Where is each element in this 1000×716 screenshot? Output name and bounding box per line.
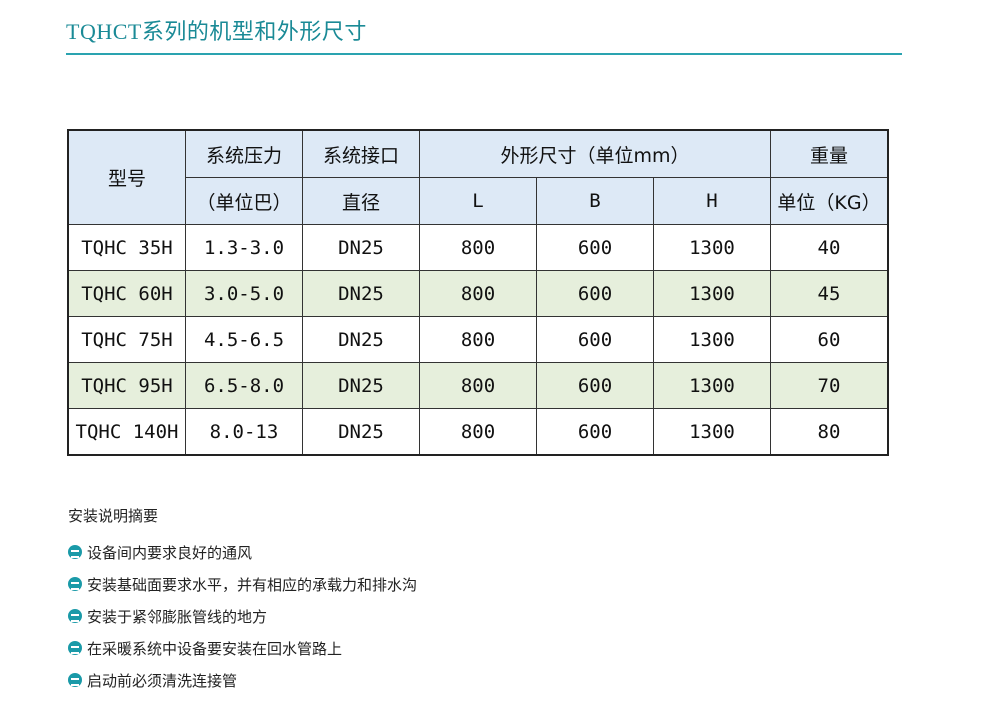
header-dimensions: 外形尺寸（单位mm） bbox=[419, 129, 771, 178]
header-weight: 重量 bbox=[770, 129, 889, 178]
table-cell: TQHC 75H bbox=[67, 316, 186, 363]
note-item: 在采暖系统中设备要安装在回水管路上 bbox=[68, 632, 417, 664]
table-row: TQHC 140H 8.0-13 DN25 800 600 1300 80 bbox=[67, 408, 889, 456]
table-cell: 600 bbox=[536, 408, 654, 456]
table-cell: 800 bbox=[419, 362, 537, 409]
table-row: TQHC 75H 4.5-6.5 DN25 800 600 1300 60 bbox=[67, 316, 889, 363]
header-port-diameter: 直径 bbox=[302, 177, 420, 225]
table-cell: 800 bbox=[419, 408, 537, 456]
table-cell: 600 bbox=[536, 362, 654, 409]
table-cell: 1300 bbox=[653, 316, 771, 363]
table-cell: 600 bbox=[536, 224, 654, 271]
table-cell: DN25 bbox=[302, 316, 420, 363]
bullet-logo-icon bbox=[68, 545, 82, 559]
table-cell: 1300 bbox=[653, 362, 771, 409]
table-cell: 4.5-6.5 bbox=[185, 316, 303, 363]
table-row: TQHC 95H 6.5-8.0 DN25 800 600 1300 70 bbox=[67, 362, 889, 409]
note-text: 设备间内要求良好的通风 bbox=[87, 543, 253, 562]
table-cell: 1300 bbox=[653, 408, 771, 456]
title-divider bbox=[66, 53, 902, 55]
table-row: TQHC 60H 3.0-5.0 DN25 800 600 1300 45 bbox=[67, 270, 889, 317]
header-model: 型号 bbox=[67, 129, 186, 225]
header-weight-unit: 单位（KG） bbox=[770, 177, 889, 225]
table-cell: 1300 bbox=[653, 224, 771, 271]
note-text: 在采暖系统中设备要安装在回水管路上 bbox=[87, 639, 343, 658]
note-item: 启动前必须清洗连接管 bbox=[68, 664, 417, 696]
install-notes: 安装说明摘要 设备间内要求良好的通风安装基础面要求水平，并有相应的承载力和排水沟… bbox=[68, 505, 417, 696]
page-title: TQHCT系列的机型和外形尺寸 bbox=[66, 19, 367, 44]
bullet-logo-icon bbox=[68, 577, 82, 591]
table-cell: 6.5-8.0 bbox=[185, 362, 303, 409]
table-cell: 3.0-5.0 bbox=[185, 270, 303, 317]
table-cell: DN25 bbox=[302, 270, 420, 317]
bullet-logo-icon bbox=[68, 609, 82, 623]
note-text: 安装于紧邻膨胀管线的地方 bbox=[87, 607, 268, 626]
table-cell: DN25 bbox=[302, 362, 420, 409]
note-item: 安装基础面要求水平，并有相应的承载力和排水沟 bbox=[68, 568, 417, 600]
table-cell: TQHC 35H bbox=[67, 224, 186, 271]
table-cell: 600 bbox=[536, 270, 654, 317]
note-item: 安装于紧邻膨胀管线的地方 bbox=[68, 600, 417, 632]
note-text: 启动前必须清洗连接管 bbox=[87, 671, 238, 690]
table-cell: TQHC 95H bbox=[67, 362, 186, 409]
header-port: 系统接口 bbox=[302, 129, 420, 178]
table-cell: TQHC 140H bbox=[67, 408, 186, 456]
bullet-logo-icon bbox=[68, 673, 82, 687]
table-cell: 800 bbox=[419, 270, 537, 317]
note-text: 安装基础面要求水平，并有相应的承载力和排水沟 bbox=[87, 575, 418, 594]
table-cell: DN25 bbox=[302, 408, 420, 456]
header-L: L bbox=[419, 177, 537, 225]
header-H: H bbox=[653, 177, 771, 225]
bullet-logo-icon bbox=[68, 641, 82, 655]
specs-table: 型号 系统压力 系统接口 外形尺寸（单位mm） 重量 （单位巴） 直径 L B … bbox=[67, 129, 889, 456]
table-cell: 1.3-3.0 bbox=[185, 224, 303, 271]
table-cell: 800 bbox=[419, 224, 537, 271]
table-cell: 8.0-13 bbox=[185, 408, 303, 456]
table-cell: 40 bbox=[770, 224, 889, 271]
table-cell: 600 bbox=[536, 316, 654, 363]
table-row: TQHC 35H 1.3-3.0 DN25 800 600 1300 40 bbox=[67, 224, 889, 271]
notes-heading: 安装说明摘要 bbox=[68, 507, 159, 525]
table-cell: 80 bbox=[770, 408, 889, 456]
table-cell: TQHC 60H bbox=[67, 270, 186, 317]
table-cell: 800 bbox=[419, 316, 537, 363]
note-item: 设备间内要求良好的通风 bbox=[68, 536, 417, 568]
table-cell: DN25 bbox=[302, 224, 420, 271]
table-cell: 60 bbox=[770, 316, 889, 363]
header-pressure-unit: （单位巴） bbox=[185, 177, 303, 225]
table-cell: 70 bbox=[770, 362, 889, 409]
table-cell: 45 bbox=[770, 270, 889, 317]
table-cell: 1300 bbox=[653, 270, 771, 317]
header-pressure: 系统压力 bbox=[185, 129, 303, 178]
header-B: B bbox=[536, 177, 654, 225]
